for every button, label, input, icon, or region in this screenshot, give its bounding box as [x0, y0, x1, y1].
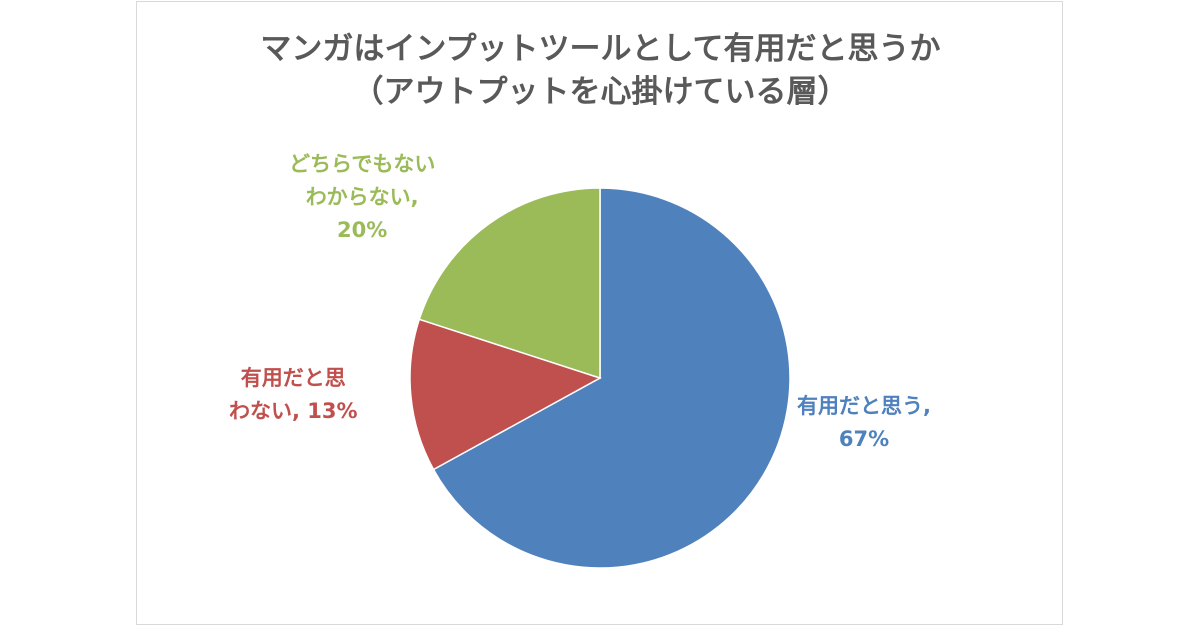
- data-label-neither-line-2: わからない,: [305, 185, 419, 209]
- data-label-neither-line-3: 20%: [337, 218, 388, 242]
- chart-area: マンガはインプットツールとして有用だと思うか （アウトプットを心掛けている層） …: [136, 1, 1063, 625]
- pie-slice-useful: [432, 187, 791, 569]
- data-label-not-useful-line-2: わない, 13%: [229, 399, 358, 423]
- chart-title: マンガはインプットツールとして有用だと思うか: [260, 31, 941, 67]
- data-label-useful: 有用だと思う, 67%: [797, 390, 931, 456]
- data-label-useful-line-2: 67%: [838, 427, 890, 451]
- data-label-not-useful: 有用だと思 わない, 13%: [229, 362, 358, 428]
- data-label-neither-line-1: どちらでもない: [289, 152, 436, 176]
- data-label-useful-line-1: 有用だと思う,: [797, 394, 931, 418]
- data-label-neither: どちらでもない わからない, 20%: [289, 148, 435, 247]
- pie-chart: [409, 187, 791, 569]
- pie-slice-not-useful: [409, 318, 602, 471]
- pie-slice-neither: [418, 187, 601, 380]
- data-label-not-useful-line-1: 有用だと思: [240, 366, 346, 390]
- chart-subtitle: （アウトプットを心掛けている層）: [352, 74, 849, 110]
